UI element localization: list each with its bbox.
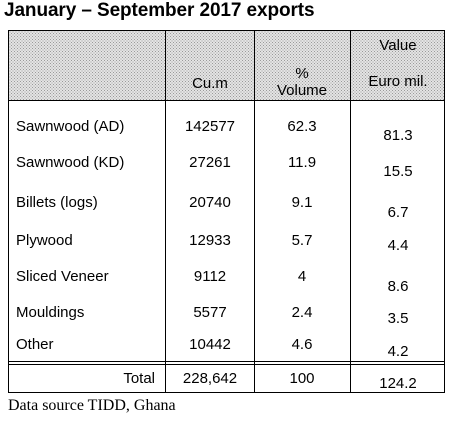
row-product: Billets (logs) (16, 194, 98, 211)
row-volume: 62.3 (287, 118, 317, 135)
header-volume-symbol: % (295, 65, 309, 82)
table-title: January – September 2017 exports (4, 0, 315, 21)
row-value: 81.3 (383, 127, 413, 144)
row-volume: 9.1 (291, 194, 313, 211)
row-volume: 4 (297, 268, 307, 285)
row-volume: 4.6 (291, 336, 313, 353)
header-value-unit: Euro mil. (368, 73, 428, 90)
row-product: Sawnwood (KD) (16, 154, 125, 171)
total-label: Total (123, 370, 155, 387)
row-cum: 27261 (189, 154, 231, 171)
row-value: 4.4 (387, 237, 409, 254)
header-value: Value (379, 37, 417, 54)
total-volume: 100 (289, 370, 315, 387)
row-cum: 10442 (189, 336, 231, 353)
row-product: Sawnwood (AD) (16, 118, 125, 135)
row-product: Plywood (16, 232, 73, 249)
row-value: 4.2 (387, 343, 409, 360)
header-shading (9, 31, 444, 100)
data-source-note: Data source TIDD, Ghana (8, 397, 176, 414)
exports-table: Cu.m % Volume Value Euro mil. Sawnwood (… (8, 30, 445, 393)
row-cum: 9112 (193, 268, 227, 285)
row-value: 6.7 (387, 204, 409, 221)
row-value: 15.5 (383, 163, 413, 180)
header-cum: Cu.m (192, 75, 228, 92)
row-volume: 2.4 (291, 304, 313, 321)
row-value: 8.6 (387, 278, 409, 295)
row-volume: 11.9 (287, 154, 317, 171)
header-volume: Volume (276, 82, 328, 99)
table-grid (8, 30, 445, 393)
total-cum: 228,642 (182, 370, 238, 387)
row-product: Other (16, 336, 54, 353)
row-product: Mouldings (16, 304, 85, 321)
row-cum: 20740 (189, 194, 231, 211)
row-cum: 5577 (193, 304, 227, 321)
total-value: 124.2 (379, 375, 417, 392)
row-cum: 142577 (184, 118, 236, 135)
row-product: Sliced Veneer (16, 268, 109, 285)
row-volume: 5.7 (291, 232, 313, 249)
row-value: 3.5 (387, 310, 409, 327)
row-cum: 12933 (189, 232, 231, 249)
